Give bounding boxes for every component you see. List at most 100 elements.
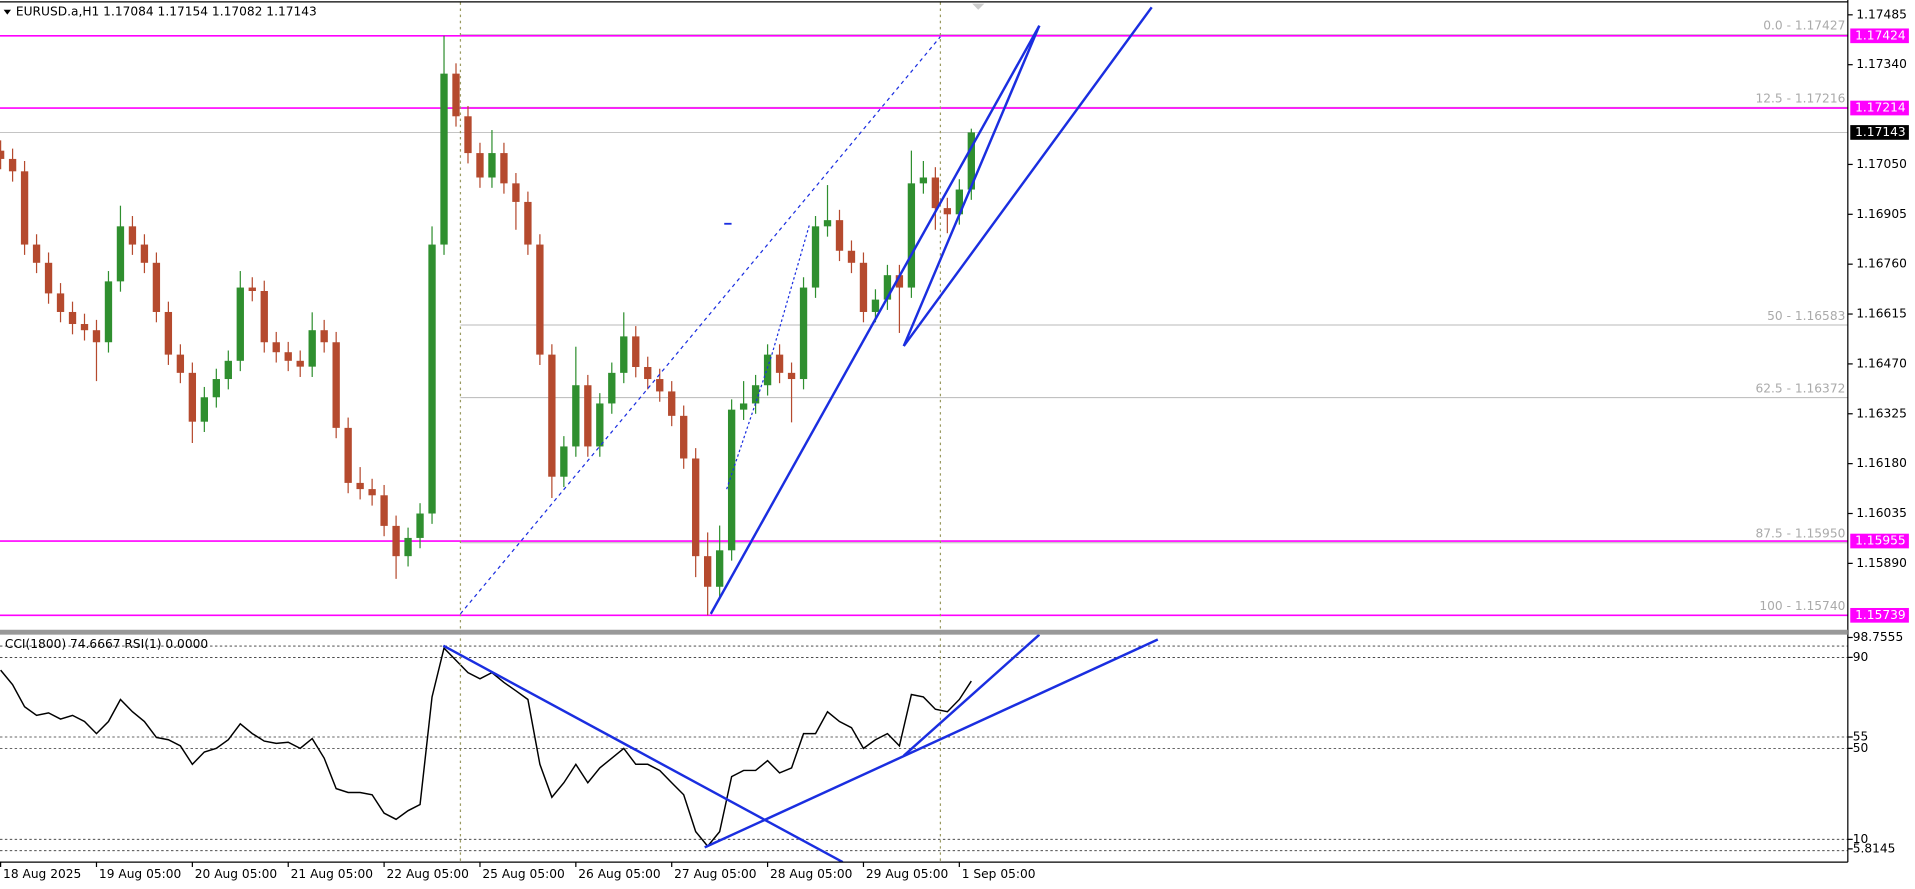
y-tick-label: 1.17050 (1856, 157, 1906, 171)
candle-body (692, 458, 700, 557)
candle-body (128, 226, 137, 245)
fibo-line (459, 36, 941, 615)
candle-body (572, 385, 580, 447)
time-axis-bg (0, 862, 1915, 889)
chart-title: EURUSD.a,H1 1.17084 1.17154 1.17082 1.17… (16, 5, 317, 19)
price-label-bg (1850, 533, 1909, 549)
candle-body (260, 290, 268, 343)
y-tick-label: 1.16760 (1856, 257, 1906, 271)
y-tick-label: 1.17485 (1856, 7, 1906, 21)
candle-body (775, 354, 784, 373)
candle-body (368, 489, 376, 496)
candle-body (656, 379, 664, 392)
candle-body (80, 324, 89, 331)
y-tick-label: 1.16905 (1856, 207, 1906, 221)
candle-body (248, 287, 256, 291)
y-tick-label: 1.16180 (1856, 456, 1906, 470)
candle-body (464, 116, 472, 154)
candle-body (859, 262, 868, 312)
dotted-line (726, 223, 811, 490)
candle-body (164, 311, 173, 355)
fib-label: 12.5 - 1.17216 (1756, 91, 1846, 105)
candle-body (787, 372, 796, 380)
price-label: 1.17424 (1855, 28, 1906, 42)
candle-body (596, 403, 604, 447)
y-tick-label: 98.7555 (1853, 630, 1903, 644)
candle-body (44, 262, 53, 294)
candle-body (847, 250, 856, 263)
candle-body (584, 385, 592, 447)
candle-body (883, 275, 892, 300)
candle-body (116, 226, 125, 282)
last-price-label: 1.17143 (1855, 125, 1905, 139)
trend-line (902, 25, 1041, 347)
price-axis-bg (1847, 0, 1915, 863)
y-tick-label: 1.16035 (1856, 506, 1906, 520)
candle-body (668, 391, 676, 416)
candle-body (92, 330, 101, 343)
x-tick-label: 20 Aug 05:00 (195, 867, 277, 881)
candle-body (955, 189, 963, 215)
candle-body (823, 220, 832, 227)
candle-body (152, 262, 161, 312)
candle-body (284, 352, 292, 361)
price-label: 1.15739 (1855, 608, 1905, 622)
candle-body (799, 287, 808, 380)
x-tick-label: 22 Aug 05:00 (387, 867, 469, 881)
y-tick-label: 1.16470 (1856, 356, 1906, 370)
candle-body (236, 287, 244, 361)
candle-body (632, 336, 640, 368)
y-tick-label: 1.15890 (1856, 556, 1906, 570)
candle-body (200, 397, 209, 422)
candle-body (548, 354, 556, 477)
candle-body (392, 525, 400, 557)
y-tick-label: 90 (1853, 650, 1869, 664)
candle-body (488, 153, 496, 178)
candle-body (452, 73, 460, 117)
candle-body (727, 409, 736, 551)
candle-body (20, 171, 29, 245)
candle-body (895, 275, 904, 288)
candle-body (104, 281, 113, 343)
candle-body (763, 354, 772, 386)
trend-line (704, 638, 1159, 849)
candle-body (176, 354, 185, 373)
fib-label: 0.0 - 1.17427 (1763, 19, 1845, 33)
candle-body (212, 379, 220, 398)
x-tick-label: 26 Aug 05:00 (578, 867, 660, 881)
y-tick-label: 1.16325 (1856, 406, 1906, 420)
candle-body (296, 360, 304, 367)
candle-body (871, 299, 880, 312)
price-label-bg (1850, 100, 1909, 116)
menu-arrow[interactable] (3, 9, 11, 15)
fib-label: 50 - 1.16583 (1767, 309, 1845, 323)
plot-layer: 0.0 - 1.17427 12.5 - 1.17216 50 - 1.16583 6… (0, 19, 1848, 852)
price-label-bg (1850, 28, 1909, 44)
candle-body (704, 556, 712, 587)
candle-body (428, 244, 436, 514)
last-price-bg (1850, 125, 1909, 140)
candle-body (0, 150, 5, 159)
candle-body (380, 495, 388, 526)
price-label: 1.17214 (1855, 101, 1906, 115)
candle-body (680, 415, 688, 459)
y-tick-label: 10 (1853, 832, 1869, 846)
candle-body (524, 201, 532, 245)
x-tick-label: 27 Aug 05:00 (674, 867, 756, 881)
y-tick-label: 50 (1853, 741, 1869, 755)
y-tick-label: 1.17340 (1856, 57, 1906, 71)
candle-body (56, 293, 65, 312)
candle-body (608, 372, 616, 404)
candle-body (620, 336, 628, 373)
trend-line (709, 25, 1041, 615)
candle-body (140, 244, 149, 263)
indicator-title: CCI(1800) 74.6667 RSI(1) 0.0000 (5, 637, 208, 651)
candle-body (332, 342, 340, 428)
candle-body (344, 427, 352, 483)
candle-body (739, 403, 748, 410)
candle-body (919, 177, 928, 184)
candle-body (32, 244, 41, 263)
candle-body (308, 330, 316, 367)
